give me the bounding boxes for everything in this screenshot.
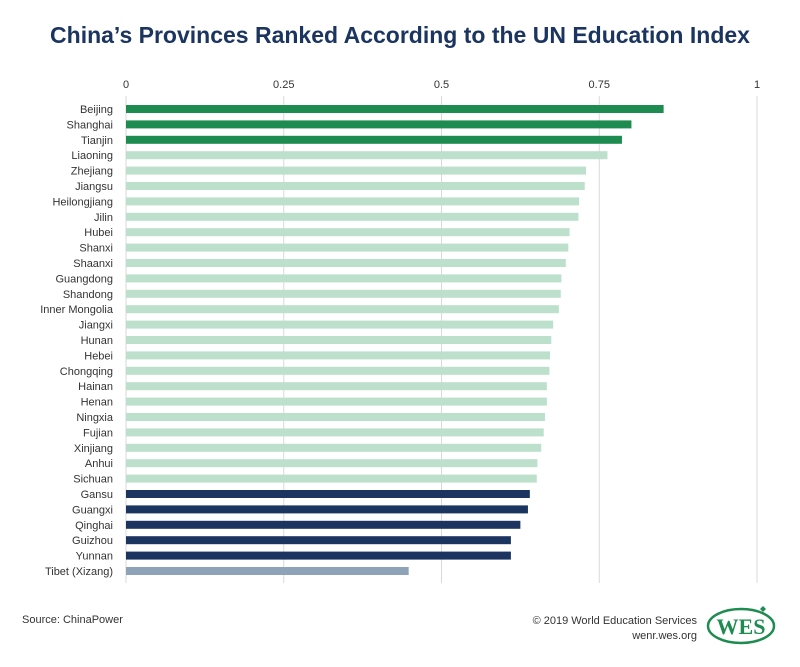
x-tick-label: 0.25 bbox=[273, 79, 294, 91]
bar bbox=[126, 428, 544, 437]
category-label: Henan bbox=[81, 397, 113, 409]
source-note: Source: ChinaPower bbox=[22, 614, 123, 626]
bar-chart: 0 0.25 0.5 0.75 1 Beijing Shanghai Tianjin Liao… bbox=[40, 79, 760, 583]
category-labels: Beijing Shanghai Tianjin Liaoning Zhejiang Ji… bbox=[40, 104, 114, 578]
category-label: Inner Mongolia bbox=[40, 304, 114, 316]
category-label: Jilin bbox=[94, 212, 113, 224]
x-tick-label: 0 bbox=[123, 79, 129, 91]
bar bbox=[126, 212, 579, 221]
category-label: Chongqing bbox=[60, 366, 113, 378]
logo-ring-icon bbox=[706, 607, 776, 645]
category-label: Shandong bbox=[63, 289, 113, 301]
bar bbox=[126, 228, 570, 237]
bar bbox=[126, 166, 586, 175]
category-label: Shanxi bbox=[79, 243, 113, 255]
category-label: Guangdong bbox=[56, 273, 114, 285]
bar bbox=[126, 366, 550, 375]
bar bbox=[126, 336, 552, 344]
bar bbox=[126, 120, 632, 129]
category-label: Hebei bbox=[84, 350, 113, 362]
bar bbox=[126, 305, 559, 314]
bar bbox=[126, 474, 537, 483]
category-label: Gansu bbox=[81, 489, 113, 501]
category-label: Guizhou bbox=[72, 535, 113, 547]
bar bbox=[126, 520, 521, 529]
category-label: Xinjiang bbox=[74, 443, 113, 455]
bar bbox=[126, 259, 566, 267]
bar bbox=[126, 397, 547, 406]
copyright-block: © 2019 World Education Services wenr.wes… bbox=[533, 614, 697, 644]
bar bbox=[126, 320, 554, 329]
category-label: Zhejiang bbox=[71, 166, 113, 178]
bar bbox=[126, 443, 542, 452]
logo-sparkle-icon bbox=[760, 606, 766, 612]
category-label: Tibet (Xizang) bbox=[45, 566, 113, 578]
x-axis-ticks: 0 0.25 0.5 0.75 1 bbox=[123, 79, 760, 91]
category-label: Heilongjiang bbox=[52, 196, 113, 208]
category-label: Hainan bbox=[78, 381, 113, 393]
bar bbox=[126, 289, 561, 298]
category-label: Hunan bbox=[81, 335, 113, 347]
bar bbox=[126, 505, 528, 514]
category-label: Beijing bbox=[80, 104, 113, 116]
bar bbox=[126, 382, 547, 391]
category-label: Guangxi bbox=[72, 504, 113, 516]
category-label: Qinghai bbox=[75, 520, 113, 532]
bar bbox=[126, 105, 664, 113]
category-label: Ningxia bbox=[76, 412, 114, 424]
bar bbox=[126, 274, 562, 283]
category-label: Shaanxi bbox=[73, 258, 113, 270]
website-text: wenr.wes.org bbox=[632, 630, 697, 642]
bar bbox=[126, 551, 511, 560]
category-label: Tianjin bbox=[81, 135, 113, 147]
bar bbox=[126, 413, 545, 421]
x-tick-label: 0.75 bbox=[589, 79, 610, 91]
bar bbox=[126, 490, 530, 498]
category-label: Fujian bbox=[83, 427, 113, 439]
category-label: Hubei bbox=[84, 227, 113, 239]
bar bbox=[126, 135, 622, 144]
x-tick-label: 0.5 bbox=[434, 79, 449, 91]
bar bbox=[126, 459, 538, 468]
copyright-text: © 2019 World Education Services bbox=[532, 615, 697, 627]
x-tick-label: 1 bbox=[754, 79, 760, 91]
category-label: Liaoning bbox=[71, 150, 113, 162]
category-label: Yunnan bbox=[76, 551, 113, 563]
bar bbox=[126, 151, 608, 160]
category-label: Jiangsu bbox=[75, 181, 113, 193]
category-label: Shanghai bbox=[67, 119, 114, 131]
category-label: Jiangxi bbox=[79, 320, 113, 332]
bar bbox=[126, 567, 409, 575]
bars bbox=[126, 105, 664, 575]
bar bbox=[126, 536, 511, 545]
wes-logo: WES bbox=[706, 606, 776, 645]
category-label: Anhui bbox=[85, 458, 113, 470]
bar bbox=[126, 182, 585, 190]
chart-title: China’s Provinces Ranked According to th… bbox=[50, 22, 750, 48]
category-label: Sichuan bbox=[73, 474, 113, 486]
bar bbox=[126, 197, 580, 206]
bar bbox=[126, 351, 551, 360]
bar bbox=[126, 243, 569, 252]
logo-text: WES bbox=[717, 614, 766, 639]
